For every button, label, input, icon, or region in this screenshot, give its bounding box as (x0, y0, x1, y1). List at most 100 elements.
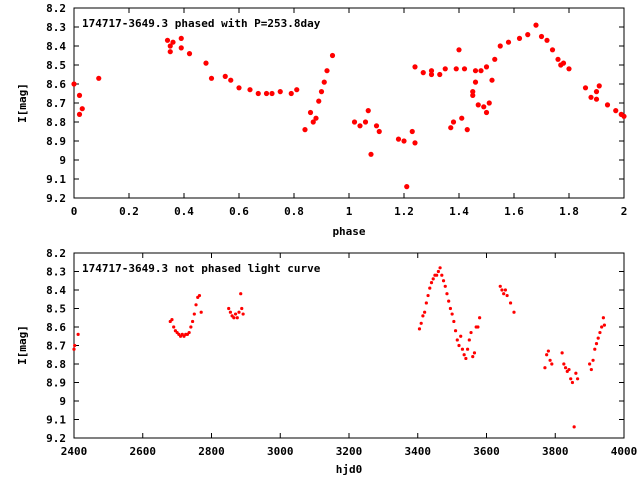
data-point (594, 342, 599, 346)
x-tick-label: 2400 (61, 445, 88, 458)
data-point (187, 330, 191, 335)
data-point (302, 127, 308, 133)
data-point (329, 52, 336, 59)
data-point (241, 312, 245, 316)
data-point (593, 347, 597, 351)
data-point (453, 66, 459, 72)
data-point (431, 277, 435, 281)
x-tick-label: 1 (346, 205, 353, 218)
x-tick-label: 3200 (336, 445, 363, 458)
data-point (435, 273, 439, 277)
data-point (459, 115, 465, 121)
data-point (186, 51, 193, 57)
data-point (502, 292, 506, 296)
y-tick-label: 9.1 (46, 414, 66, 427)
data-point (76, 111, 83, 117)
data-point (233, 312, 238, 316)
data-point (452, 319, 456, 324)
data-points (71, 22, 627, 190)
data-point (596, 83, 602, 89)
data-point (476, 325, 480, 329)
data-point (475, 102, 481, 108)
data-point (228, 77, 234, 83)
x-tick-label: 1.8 (559, 205, 579, 218)
data-point (189, 325, 193, 329)
data-point (555, 56, 561, 62)
plot-frame (73, 252, 625, 439)
x-tick-label: 1.6 (504, 205, 524, 218)
data-point (412, 64, 418, 70)
data-point (450, 119, 457, 125)
data-point (443, 284, 447, 288)
data-point (172, 325, 176, 329)
x-tick-label: 2 (621, 205, 628, 218)
data-point (417, 327, 422, 331)
x-tick-label: 0.2 (119, 205, 139, 218)
y-tick-label: 8.6 (46, 321, 66, 334)
data-point (294, 87, 300, 93)
data-point (456, 47, 462, 53)
y-tick-label: 8.8 (46, 116, 66, 129)
data-point (310, 119, 316, 125)
data-point (423, 310, 427, 314)
data-point (351, 119, 358, 125)
data-point (567, 367, 571, 372)
chart-title: 174717-3649.3 phased with P=253.8day (82, 17, 321, 30)
data-point (602, 323, 607, 327)
y-tick-label: 8.4 (46, 40, 66, 53)
phased-light-curve-panel: 174717-3649.3 phased with P=253.8day pha… (16, 2, 627, 238)
y-axis-title: I[mag] (16, 325, 29, 365)
data-point (313, 115, 319, 121)
data-point (447, 299, 451, 303)
data-point (307, 109, 314, 116)
data-point (464, 127, 470, 133)
data-point (365, 108, 371, 114)
data-point (596, 336, 600, 340)
data-point (516, 35, 523, 42)
data-point (404, 184, 410, 190)
y-tick-label: 8.9 (46, 377, 66, 390)
data-point (558, 62, 564, 68)
data-point (167, 43, 173, 49)
data-point (453, 329, 458, 333)
data-point (197, 293, 202, 298)
data-point (76, 332, 80, 336)
data-point (589, 367, 593, 372)
data-point (489, 77, 495, 83)
data-point (613, 108, 619, 114)
data-point (448, 306, 453, 311)
data-point (441, 279, 446, 283)
data-point (190, 319, 195, 324)
y-tick-label: 8.7 (46, 340, 66, 353)
data-point (498, 284, 502, 288)
data-point (76, 92, 83, 98)
y-tick-label: 8.2 (46, 2, 66, 15)
y-tick-label: 8.3 (46, 266, 66, 279)
x-tick-label: 4000 (611, 445, 638, 458)
x-axis-title: phase (332, 225, 365, 238)
data-point (457, 343, 461, 348)
data-point (486, 100, 492, 106)
data-point (362, 119, 369, 125)
data-point (409, 128, 415, 135)
data-point (373, 123, 380, 129)
data-point (235, 316, 239, 320)
data-point (582, 85, 589, 91)
data-point (503, 288, 508, 292)
y-tick-label: 8.4 (46, 284, 66, 297)
axis-ticks: 2400 2600 2800 3000 3200 3400 3600 3800 4000 8.2 8… (46, 247, 637, 458)
data-point (199, 310, 203, 314)
data-point (470, 92, 476, 98)
data-point (412, 140, 418, 146)
data-point (591, 358, 595, 362)
data-point (492, 56, 498, 62)
data-point (376, 128, 382, 135)
x-tick-label: 1.2 (394, 205, 414, 218)
y-tick-label: 8.8 (46, 358, 66, 371)
x-tick-label: 0.4 (174, 205, 194, 218)
data-point (546, 349, 550, 353)
data-point (450, 312, 454, 316)
x-tick-label: 3600 (473, 445, 500, 458)
data-point (572, 425, 576, 429)
data-point (448, 125, 454, 131)
